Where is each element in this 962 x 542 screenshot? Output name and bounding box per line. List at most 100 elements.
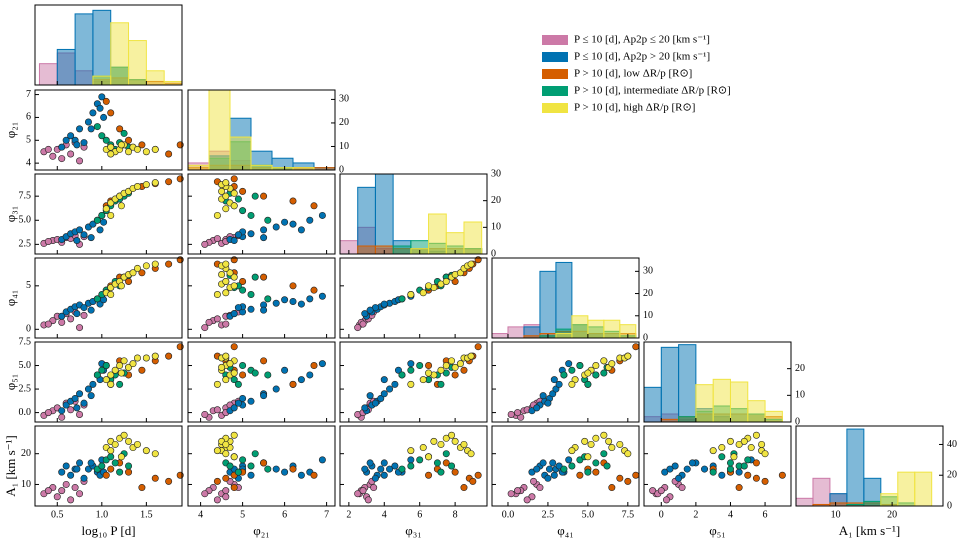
scatter-point xyxy=(84,385,92,393)
scatter-point xyxy=(44,320,52,328)
scatter-point xyxy=(76,490,84,498)
x-tick-label: 5 xyxy=(240,509,245,520)
scatter-point xyxy=(73,465,81,473)
scatter-point xyxy=(306,216,314,224)
scatter-point xyxy=(752,431,760,439)
x-tick-label: 10 xyxy=(831,509,841,520)
scatter-point xyxy=(568,447,576,455)
scatter-point xyxy=(102,471,110,479)
scatter-point xyxy=(761,450,769,458)
scatter-point xyxy=(80,231,88,239)
scatter-point xyxy=(560,465,568,473)
panel-frame xyxy=(643,425,792,507)
scatter-point xyxy=(398,295,406,303)
scatter-point xyxy=(260,357,268,365)
scatter-point xyxy=(222,474,230,482)
count-tick-label: 10 xyxy=(643,310,653,321)
scatter-point xyxy=(230,431,238,439)
scatter-point xyxy=(133,354,141,362)
scatter-point xyxy=(565,456,573,464)
panel-frame xyxy=(34,341,183,423)
scatter-point xyxy=(222,260,230,268)
scatter-point xyxy=(142,148,150,156)
scatter-point xyxy=(264,295,272,303)
scatter-point xyxy=(371,474,379,482)
scatter-point xyxy=(93,371,101,379)
scatter-point xyxy=(73,310,81,318)
scatter-point xyxy=(76,410,84,418)
scatter-point xyxy=(133,264,141,272)
scatter-point xyxy=(84,118,92,126)
scatter-point xyxy=(151,179,159,187)
hist-bar xyxy=(428,213,447,255)
scatter-point xyxy=(205,318,213,326)
scatter-point xyxy=(407,366,415,374)
scatter-point xyxy=(584,369,592,377)
scatter-point xyxy=(234,380,242,388)
hist-bar xyxy=(555,333,573,339)
scatter-point xyxy=(213,447,221,455)
scatter-point xyxy=(592,459,600,467)
scatter-point xyxy=(107,465,115,473)
scatter-point xyxy=(752,459,760,467)
panel-frame xyxy=(187,89,336,171)
scatter-point xyxy=(310,362,318,370)
scatter-point xyxy=(297,300,305,308)
scatter-point xyxy=(111,459,119,467)
panel-frame xyxy=(643,341,792,423)
scatter-point xyxy=(451,363,459,371)
scatter-point xyxy=(58,312,66,320)
scatter-point xyxy=(87,392,95,400)
scatter-point xyxy=(222,320,230,328)
scatter-point xyxy=(297,471,305,479)
scatter-point xyxy=(514,409,522,417)
scatter-point xyxy=(120,431,128,439)
scatter-point xyxy=(394,366,402,374)
scatter-point xyxy=(151,352,159,360)
scatter-point xyxy=(58,468,66,476)
scatter-point xyxy=(62,462,70,470)
scatter-point xyxy=(533,404,541,412)
scatter-point xyxy=(419,444,427,452)
hist-bar xyxy=(374,173,394,255)
scatter-point xyxy=(576,362,584,370)
scatter-point xyxy=(222,277,230,285)
scatter-point xyxy=(44,409,52,417)
legend-label: P ≤ 10 [d], Ap2p ≤ 20 [km s⁻¹] xyxy=(574,34,710,46)
x-tick-label: 7 xyxy=(324,509,329,520)
scatter-point xyxy=(133,440,141,448)
scatter-point xyxy=(142,447,150,455)
scatter-point xyxy=(98,132,106,140)
scatter-point xyxy=(437,366,445,374)
scatter-point xyxy=(297,376,305,384)
scatter-point xyxy=(391,380,399,388)
panel-frame xyxy=(339,341,488,423)
scatter-point xyxy=(58,487,66,495)
scatter-point xyxy=(76,125,84,133)
count-tick-label: 20 xyxy=(947,470,957,481)
scatter-point xyxy=(608,484,616,492)
scatter-point xyxy=(624,352,632,360)
scatter-point xyxy=(247,230,255,238)
scatter-point xyxy=(507,410,515,418)
scatter-point xyxy=(230,202,238,210)
hist-bar xyxy=(846,428,865,507)
scatter-point xyxy=(111,366,119,374)
scatter-point xyxy=(247,211,255,219)
scatter-point xyxy=(230,343,238,351)
hist-bar xyxy=(863,500,882,507)
y-axis-label: φ₄₁ xyxy=(3,290,18,307)
scatter-point xyxy=(102,376,110,384)
scatter-point xyxy=(247,291,255,299)
x-axis-label: φ₂₁ xyxy=(253,523,270,538)
scatter-point xyxy=(726,459,734,467)
count-tick-label: 30 xyxy=(643,266,653,277)
count-tick-label: 20 xyxy=(339,117,349,128)
scatter-point xyxy=(117,453,125,461)
scatter-point xyxy=(58,143,66,151)
scatter-point xyxy=(391,462,399,470)
scatter-point xyxy=(709,447,717,455)
scatter-point xyxy=(544,399,552,407)
scatter-point xyxy=(76,226,84,234)
scatter-point xyxy=(380,376,388,384)
